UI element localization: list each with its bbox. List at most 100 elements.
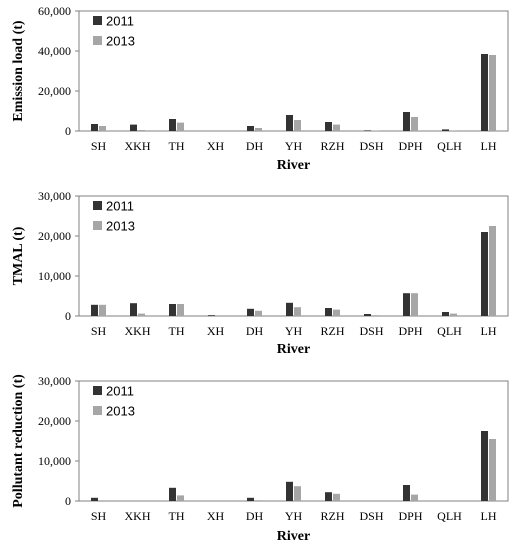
legend-swatch-2013 [93, 221, 102, 230]
bar-2011-DPH [403, 112, 410, 131]
bar-2011-DSH [364, 130, 371, 131]
bar-2011-XH [208, 315, 215, 316]
legend-swatch-2011 [93, 201, 102, 210]
bar-2011-XKH [130, 303, 137, 316]
x-tick-label: SH [91, 324, 107, 338]
x-tick-label: DSH [359, 509, 383, 523]
bar-2011-XKH [130, 124, 137, 131]
x-tick-label: YH [285, 509, 303, 523]
bar-2011-RZH [325, 492, 332, 501]
bar-2013-DH [255, 128, 262, 131]
x-tick-label: DH [246, 509, 264, 523]
x-tick-label: LH [481, 509, 497, 523]
bar-2013-YH [294, 486, 301, 501]
bar-2013-TH [177, 304, 184, 316]
x-tick-label: DSH [359, 139, 383, 153]
x-tick-label: XH [207, 509, 225, 523]
x-axis-label: River [277, 529, 310, 544]
y-tick-label: 20,000 [38, 229, 71, 243]
bar-2013-QLH [450, 313, 457, 316]
y-tick-label: 20,000 [38, 414, 71, 428]
bar-2011-LH [481, 54, 488, 131]
bar-2013-DPH [411, 117, 418, 131]
bar-2011-SH [91, 304, 98, 316]
bar-2011-TH [169, 487, 176, 501]
y-tick-label: 0 [65, 309, 71, 323]
x-tick-label: DPH [398, 324, 422, 338]
x-tick-label: QLH [437, 139, 462, 153]
bar-2013-TH [177, 495, 184, 501]
legend-label-2013: 2013 [106, 219, 135, 234]
bar-2011-LH [481, 232, 488, 316]
y-tick-label: 40,000 [38, 44, 71, 58]
x-tick-label: SH [91, 509, 107, 523]
x-tick-label: SH [91, 139, 107, 153]
y-tick-label: 0 [65, 124, 71, 138]
bar-2013-XKH [138, 313, 145, 316]
x-tick-label: TH [169, 139, 185, 153]
bar-2011-DSH [364, 314, 371, 316]
x-tick-label: XH [207, 324, 225, 338]
x-tick-label: QLH [437, 324, 462, 338]
bar-2013-DSH [372, 315, 379, 316]
x-tick-label: LH [481, 139, 497, 153]
legend-swatch-2013 [93, 406, 102, 415]
y-tick-label: 10,000 [38, 269, 71, 283]
bar-2011-DPH [403, 293, 410, 316]
y-tick-label: 60,000 [38, 4, 71, 18]
bar-2011-DPH [403, 485, 410, 501]
x-tick-label: XH [207, 139, 225, 153]
bar-2011-RZH [325, 308, 332, 316]
bar-2011-QLH [442, 129, 449, 131]
bar-2013-TH [177, 122, 184, 131]
y-axis-label: Pollutant reduction (t) [11, 374, 26, 508]
plot-frame-3 [78, 380, 509, 502]
x-tick-label: YH [285, 324, 303, 338]
bar-2013-LH [489, 55, 496, 131]
bar-2011-TH [169, 119, 176, 131]
x-tick-label: TH [169, 324, 185, 338]
bar-2011-YH [286, 302, 293, 316]
bar-2011-SH [91, 497, 98, 501]
x-tick-label: DH [246, 139, 264, 153]
x-tick-label: DPH [398, 139, 422, 153]
bar-2013-DPH [411, 293, 418, 316]
bar-2013-RZH [333, 493, 340, 501]
bar-2011-SH [91, 124, 98, 131]
bar-2011-DH [247, 497, 254, 501]
x-tick-label: XKH [125, 139, 151, 153]
legend-swatch-2011 [93, 386, 102, 395]
bar-2013-YH [294, 307, 301, 316]
x-axis-label: River [277, 158, 310, 173]
bar-2011-DH [247, 308, 254, 316]
x-tick-label: DSH [359, 324, 383, 338]
x-tick-label: TH [169, 509, 185, 523]
bar-2011-TH [169, 304, 176, 316]
bar-2011-YH [286, 115, 293, 131]
bar-2013-RZH [333, 309, 340, 316]
bar-2013-RZH [333, 124, 340, 131]
y-tick-label: 30,000 [38, 374, 71, 388]
x-tick-label: DH [246, 324, 264, 338]
y-axis-label: TMAL (t) [11, 226, 26, 285]
legend-swatch-2013 [93, 36, 102, 45]
bar-2013-DH [255, 500, 262, 501]
x-tick-label: LH [481, 324, 497, 338]
y-tick-label: 10,000 [38, 454, 71, 468]
y-tick-label: 30,000 [38, 189, 71, 203]
x-tick-label: RZH [321, 509, 345, 523]
legend-label-2011: 2011 [106, 199, 134, 214]
y-axis-label: Emission load (t) [11, 20, 26, 121]
x-tick-label: DPH [398, 509, 422, 523]
x-tick-label: XKH [125, 509, 151, 523]
bar-2013-QLH [450, 130, 457, 131]
legend-label-2011: 2011 [106, 14, 134, 29]
x-tick-label: RZH [321, 139, 345, 153]
bar-2011-DH [247, 126, 254, 131]
bar-2013-DH [255, 310, 262, 316]
bar-2011-RZH [325, 122, 332, 131]
bar-2013-SH [99, 304, 106, 316]
bar-2013-YH [294, 120, 301, 131]
y-tick-label: 0 [65, 494, 71, 508]
